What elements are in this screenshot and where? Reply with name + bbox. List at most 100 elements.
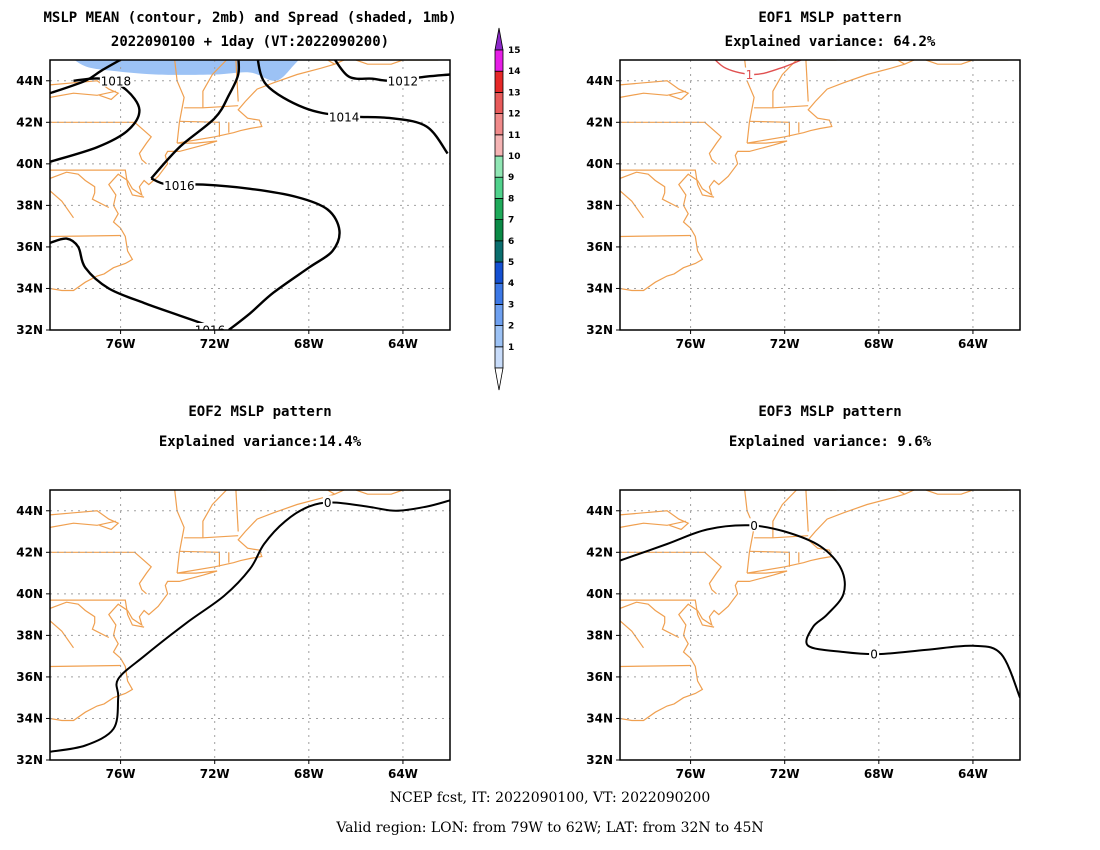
nova-scotia-coast [925, 60, 1009, 65]
lon-tick-label: 64W [958, 767, 988, 781]
mean-panel-subtitle: 2022090100 + 1day (VT:2022090200) [110, 34, 390, 50]
map-area-eof2: 0 [50, 490, 450, 760]
state-boundary [620, 171, 680, 209]
contour-label: 0 [750, 519, 758, 533]
state-boundary [772, 60, 797, 108]
state-boundary [50, 510, 120, 531]
lat-tick-label: 44N [586, 504, 613, 518]
state-boundary [749, 550, 790, 567]
eof2-panel-title: EOF2 MSLP pattern [188, 404, 332, 420]
state-boundary [50, 234, 121, 238]
nova-scotia-coast [925, 490, 1009, 495]
state-boundary [184, 105, 239, 109]
contour-label: 0 [870, 648, 878, 662]
state-boundary [174, 60, 185, 144]
colorbar-segment [494, 70, 504, 93]
colorbar-segment [494, 134, 504, 157]
contour-label: 0 [324, 496, 332, 510]
colorbar-label: 6 [508, 237, 514, 247]
state-boundary [202, 60, 227, 108]
eof2-panel-subtitle: Explained variance:14.4% [158, 434, 362, 450]
lon-tick-label: 68W [864, 767, 894, 781]
eof1-contour [714, 60, 802, 76]
lon-tick-label: 68W [294, 337, 324, 351]
state-boundary [184, 535, 239, 539]
lon-tick-label: 76W [676, 337, 706, 351]
lat-tick-label: 34N [586, 281, 613, 295]
colorbar-over-triangle [494, 27, 504, 51]
lat-tick-label: 42N [16, 545, 43, 559]
nova-scotia-coast [355, 60, 439, 65]
mean-panel-title: MSLP MEAN (contour, 2mb) and Spread (sha… [43, 10, 457, 26]
colorbar-segment [494, 219, 504, 242]
state-boundary [50, 599, 145, 628]
contour-label: 1 [746, 68, 754, 82]
isobar-1012 [333, 60, 450, 83]
eof1-panel-subtitle: Explained variance: 64.2% [724, 34, 936, 50]
colorbar-segment [494, 303, 504, 326]
lat-tick-label: 40N [16, 157, 43, 171]
state-boundary [883, 60, 906, 65]
state-boundary [620, 234, 691, 238]
lat-tick-label: 42N [586, 545, 613, 559]
isobar-1016 [150, 177, 341, 330]
isobar-1016-north [150, 60, 241, 180]
eof3-zero-contour [620, 524, 1020, 699]
state-boundary [620, 551, 723, 595]
map-area-eof1: 1 [620, 60, 1020, 330]
lat-tick-label: 38N [16, 628, 43, 642]
state-boundary [313, 490, 336, 495]
isobar-1016-south [50, 237, 216, 330]
contour-label-bg [328, 110, 361, 124]
lat-tick-label: 36N [586, 670, 613, 684]
map-panel-eof1: 1 76W 72W 68W 64W 44N 42N 40N 38N 36N 34N 32N [586, 59, 1021, 351]
lat-tick-label: 34N [586, 711, 613, 725]
state-boundary [620, 510, 690, 531]
coastline [620, 60, 915, 292]
colorbar-label: 3 [508, 300, 514, 310]
eof2-zero-contour [50, 499, 450, 753]
lon-tick-label: 64W [388, 767, 418, 781]
isobar-1018-west [50, 60, 123, 95]
lon-tick-label: 76W [676, 767, 706, 781]
state-boundary [50, 80, 120, 101]
lat-tick-label: 40N [16, 587, 43, 601]
contour-label: 1014 [329, 111, 360, 125]
map-frame [49, 59, 451, 331]
state-boundary [313, 60, 336, 65]
state-boundary [174, 490, 185, 574]
state-boundary [620, 520, 687, 528]
colorbar-segment [494, 113, 504, 136]
state-boundary [620, 90, 687, 98]
state-boundary [772, 490, 797, 538]
nova-scotia-coast [355, 490, 439, 495]
lat-tick-label: 36N [586, 240, 613, 254]
map-panel-eof2: 0 76W 72W 68W 64W 44N 42N 40N 38N 36N 34N 32N [16, 489, 451, 781]
state-boundary [50, 664, 121, 668]
colorbar-label: 13 [508, 88, 521, 98]
colorbar-label: 5 [508, 258, 514, 268]
state-boundary [620, 664, 691, 668]
footer-valid-region: Valid region: LON: from 79W to 62W; LAT:… [336, 820, 764, 836]
state-boundary [620, 599, 715, 628]
lon-tick-label: 72W [200, 767, 230, 781]
colorbar-segment [494, 176, 504, 199]
colorbar-segment [494, 49, 504, 72]
contour-label-bg [99, 73, 132, 87]
colorbar-label: 7 [508, 216, 514, 226]
state-boundary [50, 520, 117, 528]
colorbar-segment [494, 261, 504, 284]
colorbar-label: 15 [508, 46, 521, 56]
colorbar-segment [494, 197, 504, 220]
state-boundary [50, 169, 145, 198]
lon-tick-label: 68W [864, 337, 894, 351]
lat-tick-label: 32N [586, 323, 613, 337]
isobar-1018 [50, 77, 141, 163]
colorbar-label: 1 [508, 343, 514, 353]
contour-label-bg [869, 647, 880, 661]
lon-tick-label: 64W [388, 337, 418, 351]
lon-tick-label: 76W [106, 767, 136, 781]
lat-tick-label: 36N [16, 670, 43, 684]
